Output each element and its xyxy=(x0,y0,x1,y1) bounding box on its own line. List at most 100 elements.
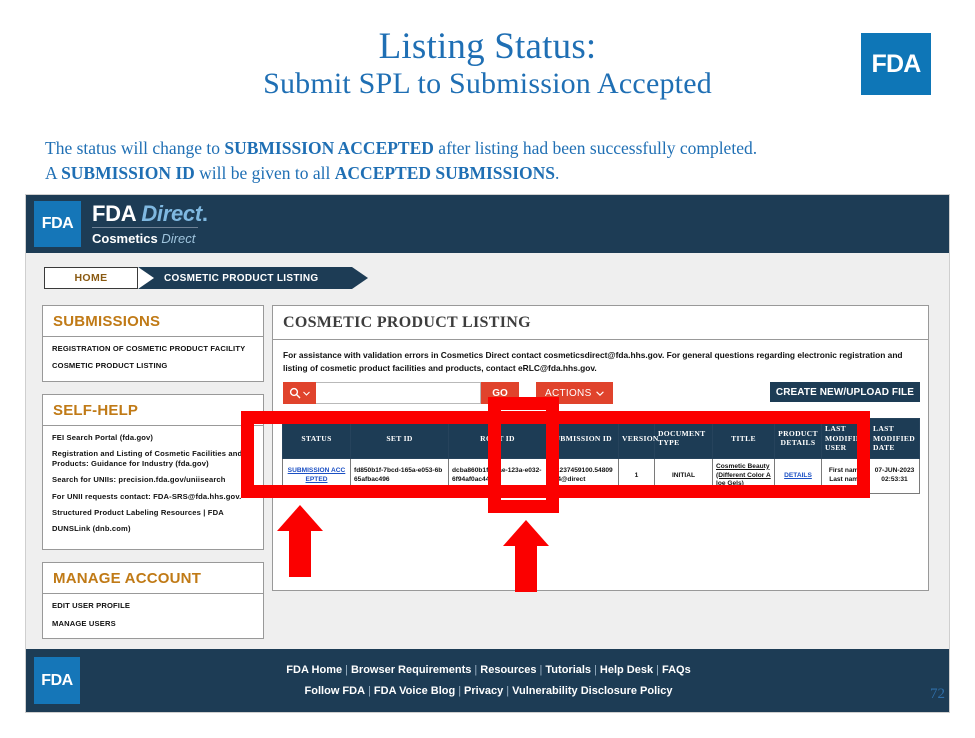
footer-separator: | xyxy=(368,684,371,697)
column-header-title[interactable]: TITLE xyxy=(712,418,775,459)
sidebar-item-unii-search[interactable]: Search for UNIIs: precision.fda.gov/unii… xyxy=(52,475,226,485)
footer-link-fda-home[interactable]: FDA Home xyxy=(286,664,343,676)
user-first-name: First name xyxy=(828,467,863,475)
create-new-upload-file-button[interactable]: CREATE NEW/UPLOAD FILE xyxy=(769,382,920,403)
footer-links-row-2: Follow FDA | FDA Voice Blog | Privacy | Vulner… xyxy=(26,681,949,702)
actions-button[interactable]: ACTIONS xyxy=(536,382,613,405)
breadcrumb-current[interactable]: COSMETIC PRODUCT LISTING xyxy=(138,267,369,289)
actions-button-label: ACTIONS xyxy=(545,387,592,399)
listing-table: STATUS SET ID ROOT ID SUBMISSION ID VERS… xyxy=(282,418,920,495)
app-header: FDA FDA Direct. Cosmetics Direct xyxy=(26,195,949,253)
footer-link-privacy[interactable]: Privacy xyxy=(464,684,504,697)
sidebar-item-unii-requests[interactable]: For UNII requests contact: FDA-SRS@fda.h… xyxy=(52,491,242,501)
footer-separator: | xyxy=(539,664,543,676)
sidebar-item-spl-resources[interactable]: Structured Product Labeling Resources | … xyxy=(52,507,224,517)
modified-time: 02:53:31 xyxy=(881,476,908,483)
footer-link-help-desk[interactable]: Help Desk xyxy=(599,664,654,676)
chevron-down-icon xyxy=(303,391,310,396)
sidebar-heading-submissions: SUBMISSIONS xyxy=(43,306,263,337)
cell-root-id: dcba860b1f-6bae-123a-e032-6f94af0ac444 xyxy=(448,457,547,495)
footer-link-tutorials[interactable]: Tutorials xyxy=(545,664,592,676)
lead-text-2: after listing had been successfully comp… xyxy=(433,138,758,158)
sidebar-panel-submissions: SUBMISSIONS REGISTRATION OF COSMETIC PRO… xyxy=(42,305,264,382)
footer-separator: | xyxy=(594,664,597,676)
column-header-version[interactable]: VERSION xyxy=(618,418,658,459)
sidebar-item-registration-facility[interactable]: REGISTRATION OF COSMETIC PRODUCT FACILIT… xyxy=(52,344,246,353)
sidebar-item-manage-users[interactable]: MANAGE USERS xyxy=(52,618,116,628)
listing-table-wrapper: STATUS SET ID ROOT ID SUBMISSION ID VERS… xyxy=(282,418,920,590)
footer-separator: | xyxy=(656,664,659,676)
footer-links-row-1: FDA Home | Browser Requirements | Resources |… xyxy=(26,660,949,681)
main-content-panel: COSMETIC PRODUCT LISTING For assistance … xyxy=(272,305,929,592)
lead-text-1: The status will change to xyxy=(45,138,225,158)
column-header-submission-id[interactable]: SUBMISSION ID xyxy=(546,418,619,459)
chevron-down-icon xyxy=(595,391,604,396)
sidebar-item-fei-search-portal[interactable]: FEI Search Portal (fda.gov) xyxy=(52,432,154,442)
sidebar-item-registration-guidance[interactable]: Registration and Listing of Cosmetic Fac… xyxy=(52,448,243,468)
table-empty-space xyxy=(282,494,919,586)
brand-cosmetics-direct: Cosmetics Direct xyxy=(92,227,198,246)
fda-header-logo-icon: FDA xyxy=(34,201,81,247)
column-header-document-type[interactable]: DOCUMENT TYPE xyxy=(654,418,713,459)
lead-paragraph: The status will change to SUBMISSION ACC… xyxy=(45,136,935,186)
cell-title[interactable]: Cosmetic Beauty (Different Color Aloe Ge… xyxy=(712,457,775,495)
breadcrumb: HOME COSMETIC PRODUCT LISTING xyxy=(44,267,369,289)
lead-text-5: . xyxy=(555,162,560,183)
page-number: 72 xyxy=(930,686,945,702)
footer-separator: | xyxy=(345,664,348,676)
cell-status[interactable]: SUBMISSION ACCEPTED xyxy=(282,457,351,495)
cell-document-type: INITIAL xyxy=(654,457,713,495)
search-group: GO xyxy=(283,382,519,405)
footer-links: FDA Home | Browser Requirements | Resources |… xyxy=(26,660,949,702)
footer-link-follow-fda[interactable]: Follow FDA xyxy=(304,684,366,697)
table-toolbar: GO ACTIONS CREATE NEW/UPLOAD FILE xyxy=(283,382,928,410)
details-link[interactable]: DETAILS xyxy=(784,471,812,479)
column-header-product-details[interactable]: PRODUCT DETAILS xyxy=(774,418,822,459)
go-button[interactable]: GO xyxy=(481,382,519,405)
cell-last-modified-user: First name Last name xyxy=(821,457,870,495)
page-title: Listing Status: Submit SPL to Submission… xyxy=(0,26,975,102)
table-header-row: STATUS SET ID ROOT ID SUBMISSION ID VERS… xyxy=(282,418,920,459)
footer-link-resources[interactable]: Resources xyxy=(480,664,537,676)
search-icon[interactable] xyxy=(283,382,316,405)
lead-text-4: will be given to all xyxy=(194,162,335,183)
sidebar-item-cosmetic-product-listing[interactable]: COSMETIC PRODUCT LISTING xyxy=(52,361,168,371)
user-last-name: Last name xyxy=(829,476,862,483)
app-footer: FDA FDA Home | Browser Requirements | Resour… xyxy=(26,649,949,712)
status-badge[interactable]: SUBMISSION ACCEPTED xyxy=(287,467,346,483)
column-header-last-modified-user[interactable]: LAST MODIFIED USER xyxy=(821,418,870,459)
footer-link-fda-voice-blog[interactable]: FDA Voice Blog xyxy=(373,684,456,697)
modified-date: 07-JUN-2023 xyxy=(874,467,915,475)
sidebar: SUBMISSIONS REGISTRATION OF COSMETIC PRO… xyxy=(42,305,264,651)
sidebar-heading-self-help: SELF-HELP xyxy=(43,395,263,426)
cell-version: 1 xyxy=(618,457,655,495)
sidebar-item-edit-user-profile[interactable]: EDIT USER PROFILE xyxy=(52,601,131,611)
lead-bold-accepted-submissions: ACCEPTED SUBMISSIONS xyxy=(334,162,556,183)
lead-bold-submission-accepted: SUBMISSION ACCEPTED xyxy=(224,138,434,158)
footer-link-browser-requirements[interactable]: Browser Requirements xyxy=(350,664,472,676)
brand-direct-text: Direct xyxy=(141,201,202,226)
column-header-status[interactable]: STATUS xyxy=(282,418,351,459)
cell-product-details[interactable]: DETAILS xyxy=(774,457,822,495)
brand-fda-direct: FDA Direct. xyxy=(92,201,208,227)
cell-set-id: fd850b1f-7bcd-165a-e053-6b65afbac496 xyxy=(350,457,449,495)
footer-separator: | xyxy=(474,664,478,676)
footer-link-vulnerability-disclosure[interactable]: Vulnerability Disclosure Policy xyxy=(512,684,673,697)
column-header-last-modified-date[interactable]: LAST MODIFIED DATE xyxy=(869,418,920,459)
sidebar-panel-self-help: SELF-HELP FEI Search Portal (fda.gov) Re… xyxy=(42,393,264,551)
footer-link-faqs[interactable]: FAQs xyxy=(661,664,691,676)
breadcrumb-home[interactable]: HOME xyxy=(44,267,138,289)
sidebar-panel-manage-account: MANAGE ACCOUNT EDIT USER PROFILE MANAGE … xyxy=(42,562,264,639)
brand-fda-text: FDA xyxy=(92,201,136,226)
sidebar-item-dunslink[interactable]: DUNSLink (dnb.com) xyxy=(52,524,131,533)
table-row: SUBMISSION ACCEPTED fd850b1f-7bcd-165a-e… xyxy=(282,457,920,495)
column-header-root-id[interactable]: ROOT ID xyxy=(448,418,547,459)
column-header-set-id[interactable]: SET ID xyxy=(350,418,449,459)
fda-footer-logo-icon: FDA xyxy=(34,657,80,704)
brand-cosmetics-text: Cosmetics xyxy=(92,231,158,246)
title-line-1: Listing Status: xyxy=(378,26,597,67)
brand-dot: . xyxy=(201,201,208,226)
search-input[interactable] xyxy=(316,382,481,405)
footer-separator: | xyxy=(506,684,510,697)
